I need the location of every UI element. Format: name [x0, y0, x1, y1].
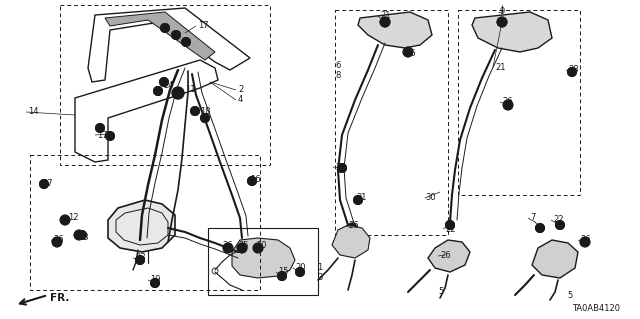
Circle shape: [337, 164, 346, 173]
Circle shape: [536, 224, 545, 233]
Bar: [335, 10, 448, 235]
Text: FR.: FR.: [50, 293, 69, 303]
Text: 8: 8: [335, 71, 340, 80]
Text: 17: 17: [198, 21, 209, 31]
Circle shape: [182, 38, 191, 47]
Circle shape: [580, 237, 590, 247]
Text: 26: 26: [580, 235, 591, 244]
Polygon shape: [358, 12, 432, 48]
Text: 9: 9: [500, 8, 505, 17]
Circle shape: [568, 68, 577, 77]
Text: 6: 6: [335, 62, 340, 70]
Circle shape: [95, 123, 104, 132]
Circle shape: [136, 256, 145, 264]
Text: TA0AB4120: TA0AB4120: [572, 304, 620, 313]
Circle shape: [503, 100, 513, 110]
Polygon shape: [105, 12, 215, 60]
Circle shape: [200, 114, 209, 122]
Circle shape: [154, 86, 163, 95]
Bar: [60, 5, 270, 165]
Text: 26: 26: [440, 251, 451, 261]
Circle shape: [248, 176, 257, 186]
Text: 11: 11: [185, 85, 195, 94]
Text: 7: 7: [530, 213, 536, 222]
Text: 26: 26: [405, 48, 415, 57]
Circle shape: [440, 250, 450, 260]
Text: 12: 12: [68, 213, 79, 222]
Circle shape: [347, 223, 357, 233]
Bar: [208, 228, 318, 295]
Circle shape: [278, 271, 287, 280]
Text: 28: 28: [568, 65, 579, 75]
Circle shape: [353, 196, 362, 204]
Bar: [458, 10, 580, 195]
Text: 30: 30: [425, 192, 436, 202]
Circle shape: [52, 237, 62, 247]
Circle shape: [445, 220, 454, 229]
Circle shape: [172, 31, 180, 40]
Text: 5: 5: [567, 291, 572, 300]
Circle shape: [191, 107, 200, 115]
Text: 25: 25: [238, 241, 248, 250]
Text: 22: 22: [445, 225, 456, 234]
Circle shape: [403, 47, 413, 57]
Circle shape: [223, 243, 233, 253]
Polygon shape: [332, 225, 370, 258]
Circle shape: [60, 215, 70, 225]
Circle shape: [296, 268, 305, 277]
Text: 4: 4: [238, 95, 243, 105]
Text: 21: 21: [356, 192, 367, 202]
Bar: [30, 155, 260, 290]
Text: 10: 10: [256, 241, 266, 250]
Text: 13: 13: [78, 233, 88, 241]
Text: 15: 15: [278, 268, 289, 277]
Text: 3: 3: [317, 273, 323, 283]
Circle shape: [106, 131, 115, 140]
Circle shape: [253, 243, 263, 253]
Text: 17: 17: [97, 130, 108, 139]
Text: 20: 20: [295, 263, 305, 272]
Text: 27: 27: [42, 179, 52, 188]
Text: 29: 29: [335, 162, 346, 172]
Circle shape: [150, 278, 159, 287]
Circle shape: [380, 17, 390, 27]
Circle shape: [237, 243, 247, 253]
Text: 26: 26: [348, 221, 358, 231]
Text: 19: 19: [150, 276, 161, 285]
Circle shape: [172, 87, 184, 99]
Polygon shape: [472, 12, 552, 52]
Text: 24: 24: [163, 81, 173, 91]
Polygon shape: [428, 240, 470, 272]
Circle shape: [497, 17, 507, 27]
Text: 14: 14: [28, 108, 38, 116]
Text: 22: 22: [553, 216, 563, 225]
Circle shape: [556, 220, 564, 229]
Polygon shape: [532, 240, 578, 278]
Text: 26: 26: [502, 98, 513, 107]
Text: 1: 1: [317, 263, 323, 272]
Circle shape: [77, 231, 86, 240]
Text: 21: 21: [495, 63, 506, 71]
Text: 26: 26: [53, 235, 63, 244]
Circle shape: [40, 180, 49, 189]
Text: 26: 26: [222, 241, 232, 249]
Polygon shape: [232, 238, 295, 278]
Text: 5: 5: [438, 287, 444, 296]
Text: 16: 16: [250, 175, 260, 184]
Text: 23: 23: [135, 254, 146, 263]
Circle shape: [161, 24, 170, 33]
Text: 18: 18: [200, 108, 211, 116]
Circle shape: [74, 230, 84, 240]
Text: 21: 21: [380, 11, 390, 20]
Polygon shape: [108, 200, 175, 252]
Text: 2: 2: [238, 85, 243, 94]
Circle shape: [159, 78, 168, 86]
